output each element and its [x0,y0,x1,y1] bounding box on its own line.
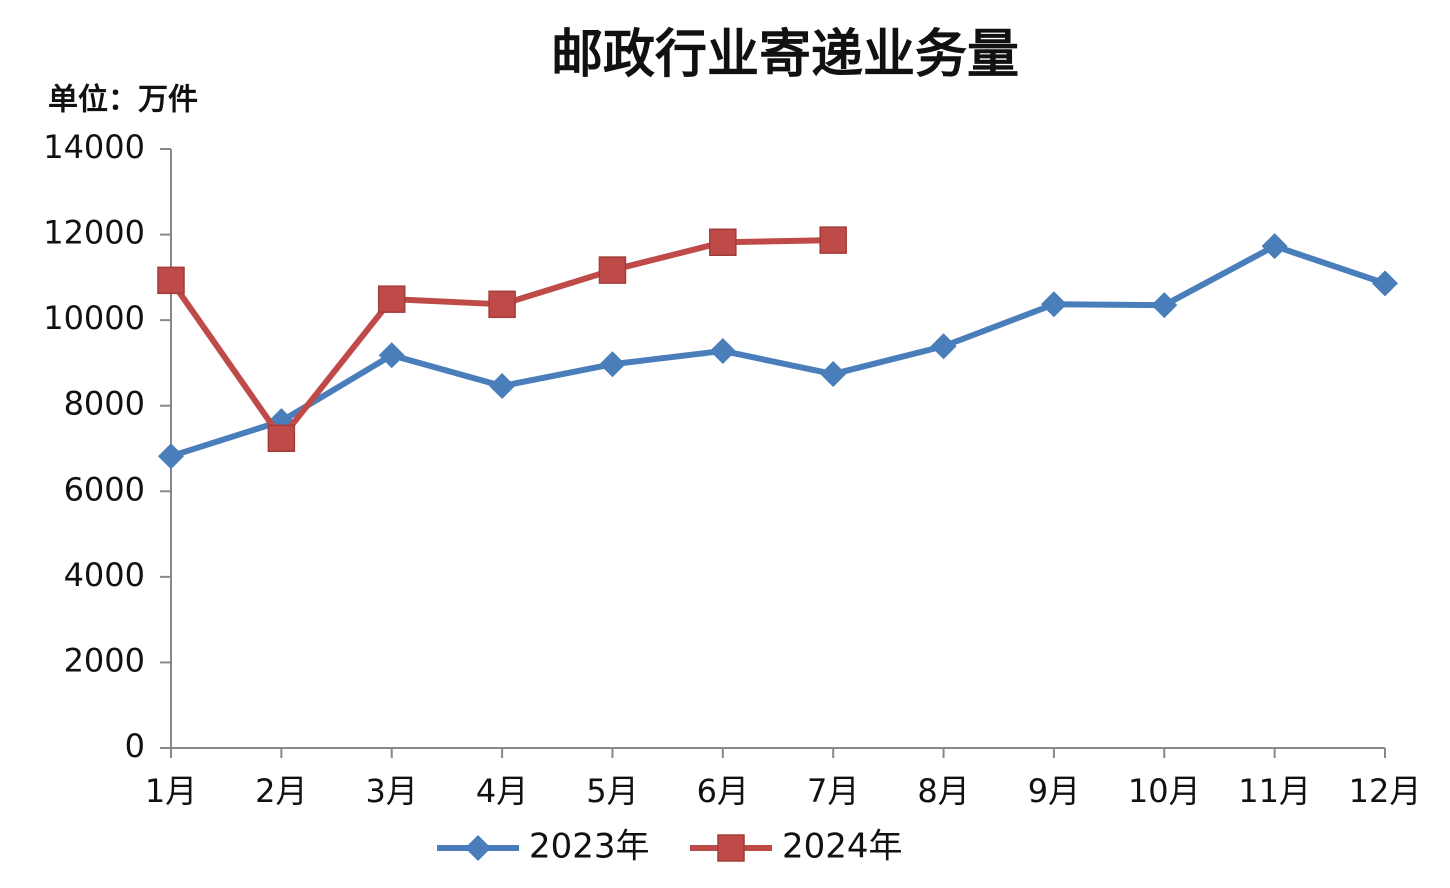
data-point [1040,291,1067,318]
series-line [168,237,834,442]
x-tick-label: 2月 [255,772,307,810]
data-point [488,290,516,319]
data-point [1151,292,1178,319]
data-point [930,333,957,360]
x-tick-label: 12月 [1349,772,1422,810]
data-point [599,351,626,378]
x-tick-label: 10月 [1128,772,1201,810]
x-tick-label: 6月 [697,772,749,810]
data-point [489,373,516,400]
y-tick-label: 6000 [64,470,145,508]
data-point [819,226,847,254]
x-tick-label: 3月 [366,772,418,810]
data-point [1261,233,1288,260]
x-tick-label: 5月 [586,772,638,810]
y-tick-label: 0 [125,727,145,765]
data-point [377,285,406,313]
legend-marker [465,835,491,861]
data-point [378,342,405,369]
data-point [709,228,737,257]
x-tick-label: 8月 [917,772,969,810]
y-axis-label: 单位：万件 [48,83,198,118]
legend-label: 2023年 [529,827,650,867]
legend-label: 2024年 [782,827,903,867]
y-tick-label: 8000 [64,385,145,423]
x-tick-label: 11月 [1238,772,1311,810]
x-tick-label: 9月 [1028,772,1080,810]
x-tick-label: 4月 [476,772,528,810]
chart-title: 邮政行业寄递业务量 [551,25,1019,85]
data-point [267,424,296,452]
y-tick-label: 12000 [43,214,145,252]
data-point [158,443,184,470]
y-tick-label: 14000 [43,128,145,166]
legend-marker [717,834,745,862]
x-tick-label: 1月 [145,772,197,810]
y-tick-label: 10000 [43,299,145,337]
data-point [157,266,185,295]
y-tick-label: 2000 [64,641,145,679]
series-line [170,243,1386,460]
data-point [598,256,627,284]
data-point [1372,270,1398,297]
data-point [820,361,847,388]
y-tick-label: 4000 [64,556,145,594]
x-tick-label: 7月 [807,772,859,810]
data-point [709,337,736,364]
